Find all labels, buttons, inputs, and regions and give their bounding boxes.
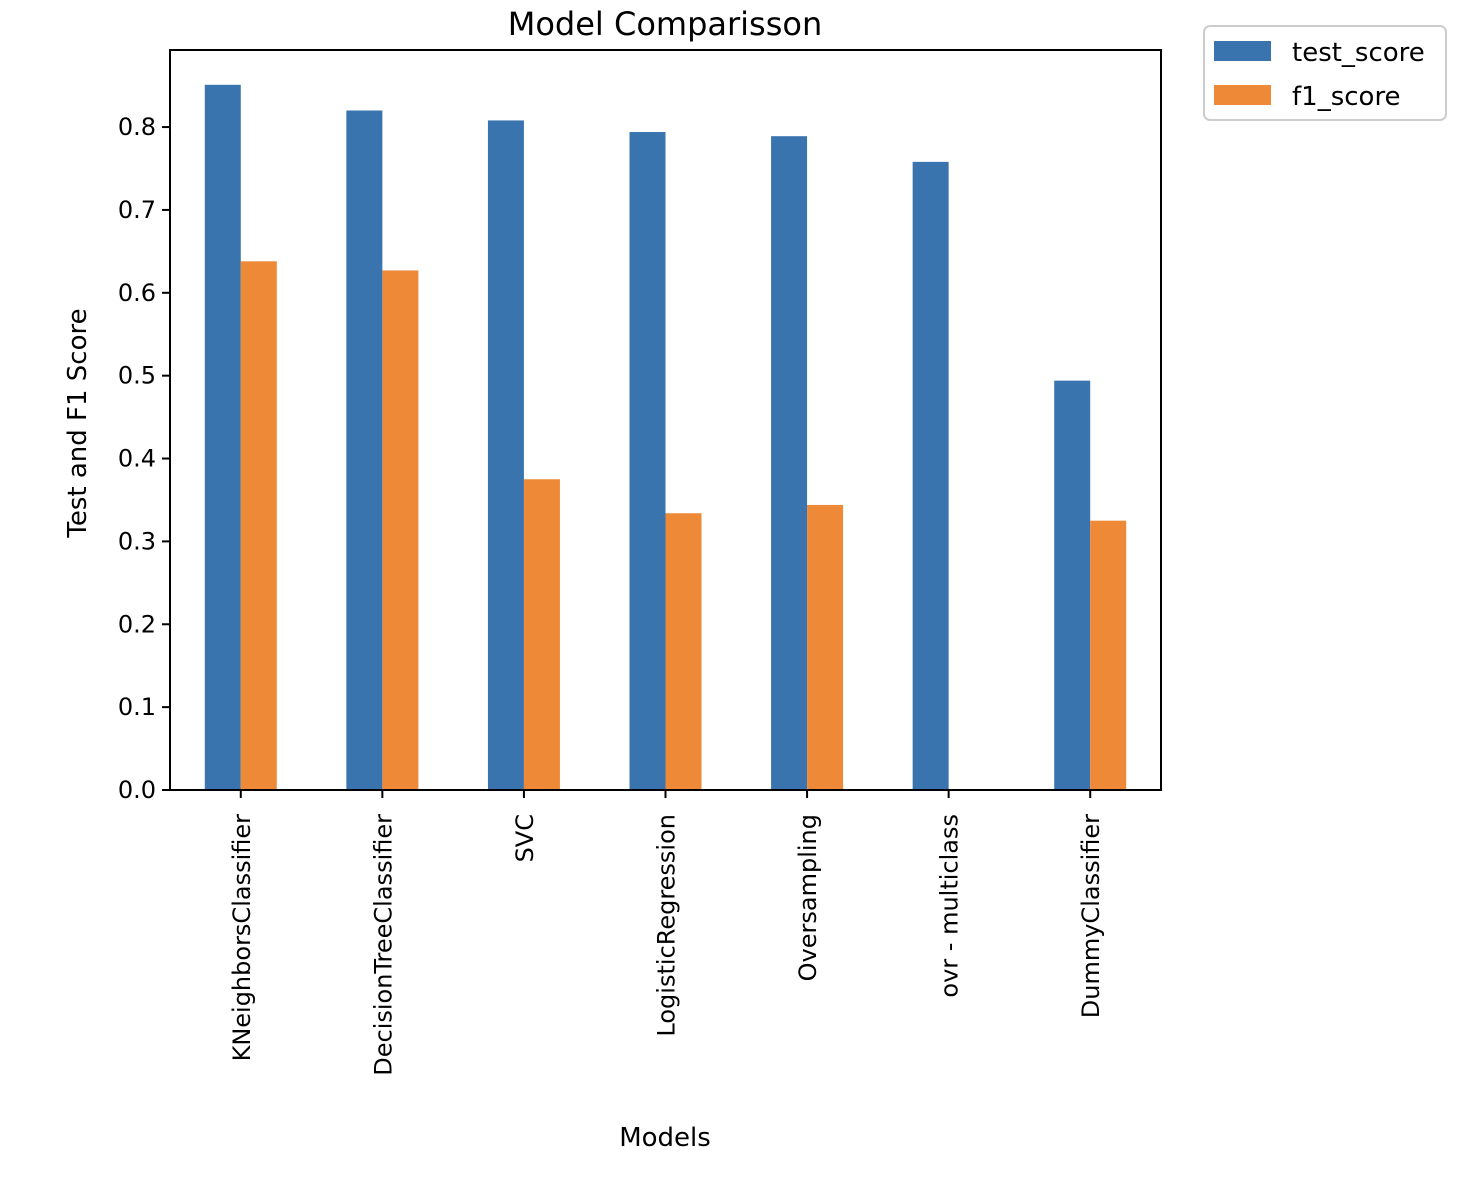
y-tick-label: 0.0 (118, 776, 156, 804)
bar-f1-score-4 (807, 504, 844, 790)
legend: test_score f1_score (1203, 25, 1447, 121)
bar-f1-score-3 (665, 513, 702, 790)
bar-test-score-6 (1054, 380, 1091, 790)
legend-label-f1-score: f1_score (1292, 82, 1401, 112)
legend-swatch-f1-score (1214, 85, 1271, 105)
bar-f1-score-1 (382, 270, 419, 790)
y-axis-label: Test and F1 Score (63, 308, 93, 538)
x-tick-label: DummyClassifier (1077, 814, 1105, 1018)
bar-test-score-2 (487, 120, 524, 791)
bar-f1-score-6 (1090, 520, 1127, 790)
x-tick-label: LogisticRegression (653, 814, 681, 1037)
bar-f1-score-2 (523, 479, 560, 790)
bar-test-score-0 (204, 84, 241, 791)
plot-frame (169, 49, 1162, 791)
bar-test-score-1 (346, 110, 383, 790)
y-axis-ticks: 0.0 0.1 0.2 0.3 0.4 0.5 0.6 0.7 0.8 (118, 113, 170, 804)
x-tick-label: Oversampling (794, 814, 822, 981)
x-tick-label: SVC (511, 814, 539, 862)
bar-test-score-4 (771, 136, 808, 791)
legend-swatch-test-score (1214, 41, 1271, 61)
bar-test-score-3 (629, 132, 666, 790)
bar-f1-score-0 (240, 261, 277, 790)
y-tick-label: 0.4 (118, 445, 156, 473)
x-tick-label: ovr - multiclass (936, 814, 964, 998)
x-tick-label: DecisionTreeClassifier (369, 814, 397, 1076)
y-tick-label: 0.2 (118, 610, 156, 638)
y-tick-label: 0.3 (118, 527, 156, 555)
x-axis-label: Models (619, 1123, 711, 1153)
bar-area (204, 84, 1127, 791)
chart-title: Model Comparisson (508, 5, 823, 43)
x-axis-ticks: KNeighborsClassifier DecisionTreeClassifi… (228, 790, 1105, 1076)
y-tick-label: 0.1 (118, 693, 156, 721)
y-tick-label: 0.7 (118, 196, 156, 224)
legend-label-test-score: test_score (1292, 38, 1425, 68)
y-tick-label: 0.5 (118, 362, 156, 390)
bar-test-score-5 (912, 161, 949, 790)
y-tick-label: 0.8 (118, 113, 156, 141)
x-tick-label: KNeighborsClassifier (228, 814, 256, 1062)
y-tick-label: 0.6 (118, 279, 156, 307)
